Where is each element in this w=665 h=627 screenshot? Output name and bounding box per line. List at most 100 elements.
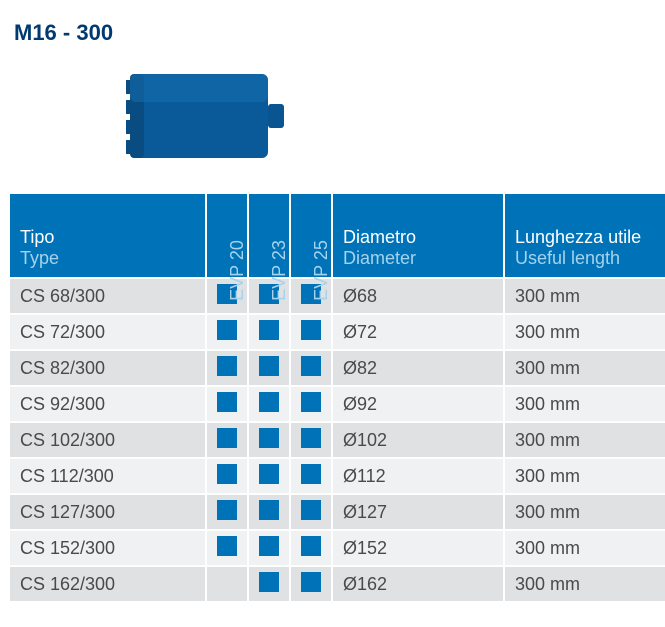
core-bit-icon: [120, 66, 290, 174]
cell-evp: [290, 422, 332, 458]
cell-type: CS 102/300: [10, 422, 206, 458]
marker-icon: [259, 428, 279, 448]
cell-diameter: Ø82: [332, 350, 504, 386]
cell-type: CS 92/300: [10, 386, 206, 422]
cell-evp: [290, 530, 332, 566]
cell-evp: [248, 386, 290, 422]
cell-diameter: Ø102: [332, 422, 504, 458]
table-row: CS 82/300 Ø82300 mm: [10, 350, 665, 386]
table-row: CS 72/300 Ø72300 mm: [10, 314, 665, 350]
marker-icon: [217, 464, 237, 484]
cell-type: CS 162/300: [10, 566, 206, 602]
cell-evp: [248, 350, 290, 386]
cell-evp: [248, 422, 290, 458]
cell-length: 300 mm: [504, 350, 665, 386]
cell-diameter: Ø112: [332, 458, 504, 494]
cell-diameter: Ø152: [332, 530, 504, 566]
col-evp25: EVP 25: [290, 194, 332, 278]
col-evp23: EVP 23: [248, 194, 290, 278]
col-diameter-line1: Diametro: [343, 227, 495, 248]
col-diameter-line2: Diameter: [343, 248, 495, 269]
cell-length: 300 mm: [504, 566, 665, 602]
marker-icon: [301, 500, 321, 520]
col-diameter: Diametro Diameter: [332, 194, 504, 278]
cell-length: 300 mm: [504, 278, 665, 314]
cell-type: CS 72/300: [10, 314, 206, 350]
cell-evp: [290, 494, 332, 530]
table-row: CS 68/300 Ø68300 mm: [10, 278, 665, 314]
cell-evp: [248, 530, 290, 566]
cell-evp: [290, 350, 332, 386]
table-header-row: Tipo Type EVP 20 EVP 23 EVP 25 Diametro …: [10, 194, 665, 278]
marker-icon: [301, 464, 321, 484]
marker-icon: [259, 572, 279, 592]
marker-icon: [217, 392, 237, 412]
cell-evp: [290, 458, 332, 494]
cell-evp: [206, 350, 248, 386]
cell-evp: [206, 422, 248, 458]
marker-icon: [301, 320, 321, 340]
cell-evp: [290, 566, 332, 602]
cell-evp: [290, 314, 332, 350]
spec-table: Tipo Type EVP 20 EVP 23 EVP 25 Diametro …: [10, 194, 665, 603]
marker-icon: [259, 500, 279, 520]
col-type-line1: Tipo: [20, 227, 197, 248]
marker-icon: [217, 320, 237, 340]
cell-length: 300 mm: [504, 494, 665, 530]
table-row: CS 162/300 Ø162300 mm: [10, 566, 665, 602]
cell-diameter: Ø92: [332, 386, 504, 422]
cell-length: 300 mm: [504, 314, 665, 350]
page-title: M16 - 300: [14, 20, 655, 46]
cell-length: 300 mm: [504, 422, 665, 458]
cell-evp: [248, 566, 290, 602]
marker-icon: [217, 356, 237, 376]
cell-diameter: Ø162: [332, 566, 504, 602]
marker-icon: [259, 392, 279, 412]
marker-icon: [217, 536, 237, 556]
marker-icon: [217, 500, 237, 520]
col-length-line2: Useful length: [515, 248, 657, 269]
cell-evp: [248, 494, 290, 530]
marker-icon: [301, 536, 321, 556]
cell-evp: [206, 566, 248, 602]
cell-evp: [206, 386, 248, 422]
cell-evp: [206, 494, 248, 530]
cell-diameter: Ø127: [332, 494, 504, 530]
col-type-line2: Type: [20, 248, 197, 269]
product-image: [120, 66, 655, 174]
table-row: CS 127/300 Ø127300 mm: [10, 494, 665, 530]
cell-evp: [206, 314, 248, 350]
marker-icon: [301, 356, 321, 376]
cell-length: 300 mm: [504, 458, 665, 494]
cell-length: 300 mm: [504, 530, 665, 566]
cell-evp: [206, 530, 248, 566]
marker-icon: [301, 572, 321, 592]
marker-icon: [217, 428, 237, 448]
marker-icon: [259, 464, 279, 484]
marker-icon: [301, 428, 321, 448]
table-row: CS 92/300Ø92300 mm: [10, 386, 665, 422]
cell-evp: [248, 314, 290, 350]
cell-type: CS 112/300: [10, 458, 206, 494]
cell-type: CS 127/300: [10, 494, 206, 530]
cell-evp: [206, 458, 248, 494]
marker-icon: [259, 320, 279, 340]
cell-type: CS 68/300: [10, 278, 206, 314]
col-type: Tipo Type: [10, 194, 206, 278]
cell-diameter: Ø68: [332, 278, 504, 314]
table-row: CS 152/300 Ø152300 mm: [10, 530, 665, 566]
marker-icon: [259, 536, 279, 556]
col-length: Lunghezza utile Useful length: [504, 194, 665, 278]
table-row: CS 102/300 Ø102300 mm: [10, 422, 665, 458]
table-row: CS 112/300 Ø112300 mm: [10, 458, 665, 494]
cell-type: CS 152/300: [10, 530, 206, 566]
col-length-line1: Lunghezza utile: [515, 227, 657, 248]
marker-icon: [301, 392, 321, 412]
cell-evp: [248, 458, 290, 494]
col-evp20: EVP 20: [206, 194, 248, 278]
table-body: CS 68/300Ø68300 mmCS 72/300Ø72300 mmCS 8…: [10, 278, 665, 602]
cell-diameter: Ø72: [332, 314, 504, 350]
cell-type: CS 82/300: [10, 350, 206, 386]
marker-icon: [259, 356, 279, 376]
cell-evp: [290, 386, 332, 422]
